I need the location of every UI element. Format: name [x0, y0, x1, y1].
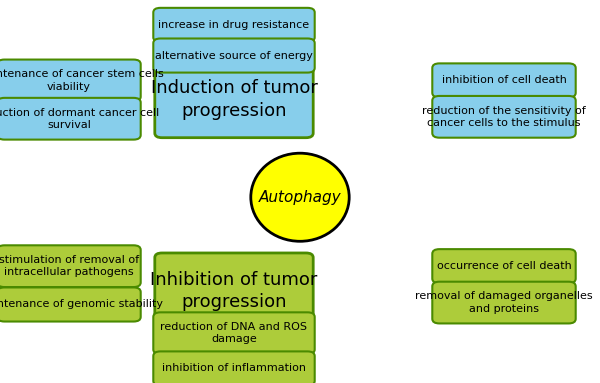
- Text: occurrence of cell death: occurrence of cell death: [437, 261, 571, 271]
- Text: induction of dormant cancer cell
survival: induction of dormant cancer cell surviva…: [0, 108, 160, 130]
- FancyBboxPatch shape: [0, 287, 140, 322]
- FancyBboxPatch shape: [432, 63, 575, 97]
- FancyBboxPatch shape: [154, 39, 314, 73]
- Text: maintenance of cancer stem cells
viability: maintenance of cancer stem cells viabili…: [0, 69, 163, 92]
- Text: inhibition of inflammation: inhibition of inflammation: [162, 363, 306, 373]
- Text: Induction of tumor
progression: Induction of tumor progression: [151, 80, 317, 119]
- Text: maintenance of genomic stability: maintenance of genomic stability: [0, 300, 163, 309]
- FancyBboxPatch shape: [155, 253, 313, 329]
- FancyBboxPatch shape: [155, 62, 313, 138]
- Text: inhibition of cell death: inhibition of cell death: [442, 75, 566, 85]
- FancyBboxPatch shape: [154, 313, 314, 354]
- Text: reduction of DNA and ROS
damage: reduction of DNA and ROS damage: [161, 322, 308, 344]
- Text: increase in drug resistance: increase in drug resistance: [158, 20, 310, 30]
- Text: Inhibition of tumor
progression: Inhibition of tumor progression: [151, 271, 317, 311]
- Text: reduction of the sensitivity of
cancer cells to the stimulus: reduction of the sensitivity of cancer c…: [422, 106, 586, 128]
- FancyBboxPatch shape: [432, 96, 575, 138]
- FancyBboxPatch shape: [0, 59, 140, 101]
- Text: stimulation of removal of
intracellular pathogens: stimulation of removal of intracellular …: [0, 255, 139, 277]
- Text: removal of damaged organelles
and proteins: removal of damaged organelles and protei…: [415, 291, 593, 314]
- FancyBboxPatch shape: [154, 352, 314, 383]
- Ellipse shape: [251, 153, 349, 241]
- FancyBboxPatch shape: [432, 282, 575, 323]
- Text: Autophagy: Autophagy: [259, 190, 341, 205]
- Text: alternative source of energy: alternative source of energy: [155, 51, 313, 61]
- FancyBboxPatch shape: [432, 249, 575, 283]
- FancyBboxPatch shape: [154, 8, 314, 42]
- FancyBboxPatch shape: [0, 98, 140, 140]
- FancyBboxPatch shape: [0, 245, 140, 287]
